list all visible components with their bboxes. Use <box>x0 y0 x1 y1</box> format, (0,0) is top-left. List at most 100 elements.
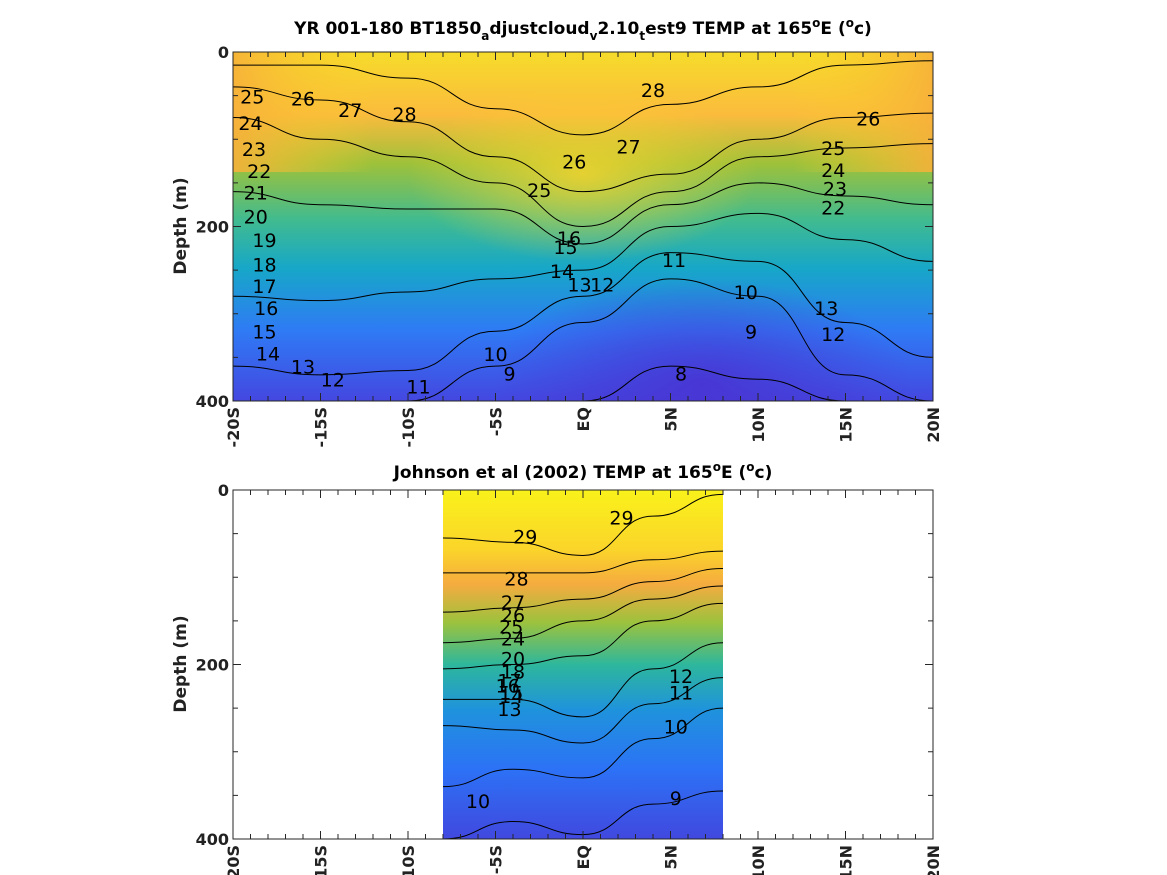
bottom-isotherm-29 <box>443 493 723 556</box>
top-y-tick-label: 200 <box>196 218 229 237</box>
bottom-x-tick-label: -20S <box>224 845 243 875</box>
bottom-contour-label: 16 <box>496 676 520 698</box>
top-contour-label: 23 <box>242 139 266 161</box>
top-contour-label: 10 <box>483 344 507 366</box>
bottom-isotherm-18 <box>443 602 723 670</box>
top-contour-label: 14 <box>256 343 280 365</box>
top-contour-label: 26 <box>291 88 315 110</box>
bottom-contour-label: 29 <box>609 507 633 529</box>
bottom-y-tick-label: 0 <box>218 481 229 500</box>
top-contour-label: 22 <box>821 198 845 220</box>
bottom-isotherm-22 <box>443 585 723 644</box>
top-contour-label: 23 <box>823 178 847 200</box>
top-y-tick-label: 0 <box>218 43 229 62</box>
top-contour-label: 27 <box>338 100 362 122</box>
top-contour-label: 24 <box>821 160 845 182</box>
bottom-x-tick-label: -5S <box>487 845 506 874</box>
bottom-contour-label: 24 <box>501 629 525 651</box>
top-contour-label: 28 <box>641 80 665 102</box>
top-isotherm-12 <box>233 252 933 376</box>
bottom-contour-label: 15 <box>499 683 523 705</box>
top-contour-label: 27 <box>616 136 640 158</box>
bottom-temperature-field <box>443 490 723 839</box>
top-contour-label: 13 <box>814 298 838 320</box>
bottom-x-tick-label: 20N <box>924 845 943 875</box>
top-contour-label: 20 <box>244 206 268 228</box>
bottom-contour-label: 20 <box>501 649 525 671</box>
top-y-axis: 0 200 400 <box>196 43 933 411</box>
top-x-tick-label: 20N <box>924 407 943 443</box>
top-contour-label: 8 <box>675 363 687 385</box>
top-contour-label: 12 <box>821 324 845 346</box>
top-y-tick-label: 400 <box>196 392 229 411</box>
bottom-contour-label: 17 <box>497 670 521 692</box>
bottom-x-tick-label: -10S <box>399 845 418 875</box>
top-contour-label: 11 <box>406 376 430 398</box>
bottom-x-tick-label: 10N <box>749 845 768 875</box>
bottom-isotherm-28 <box>443 550 723 574</box>
bottom-contour-label: 26 <box>501 605 525 627</box>
top-contour-label: 22 <box>247 161 271 183</box>
bottom-isotherm-10 <box>443 707 723 788</box>
top-contour-label: 16 <box>254 298 278 320</box>
top-contour-label: 28 <box>392 104 416 126</box>
bottom-isotherm-26 <box>443 568 723 613</box>
top-contour-label: 26 <box>856 109 880 131</box>
bottom-y-tick-label: 200 <box>196 656 229 675</box>
top-x-tick-label: 10N <box>749 407 768 443</box>
bottom-isotherm-12 <box>443 677 723 744</box>
bottom-contour-label: 27 <box>501 592 525 614</box>
top-contour-label: 18 <box>252 254 276 276</box>
bottom-contour-label: 29 <box>513 526 537 548</box>
top-temperature-field <box>233 52 933 401</box>
bottom-contour-label: 14 <box>499 686 523 708</box>
top-x-tick-label: -20S <box>224 407 243 447</box>
top-contour-label: 10 <box>734 282 758 304</box>
top-isotherm-26 <box>233 86 933 193</box>
top-contour-label: 19 <box>252 230 276 252</box>
top-contour-label: 21 <box>244 183 268 205</box>
bottom-title: Johnson et al (2002) TEMP at 165oE (oc) <box>393 460 773 483</box>
top-contour-label: 24 <box>238 113 262 135</box>
top-contour-label: 25 <box>240 87 264 109</box>
top-contour-label: 13 <box>291 356 315 378</box>
top-contour-label: 14 <box>550 261 574 283</box>
top-contour-label: 9 <box>503 363 515 385</box>
top-contour-label: 25 <box>527 180 551 202</box>
top-contour-label: 15 <box>252 321 276 343</box>
top-x-tick-label: -15S <box>312 407 331 447</box>
top-isotherm-24 <box>233 116 933 228</box>
bottom-x-axis: -20S -15S -10S -5S EQ 5N 10N 15N 20N <box>224 490 943 875</box>
top-contour-label: 15 <box>553 237 577 259</box>
top-x-tick-label: 15N <box>837 407 856 443</box>
bottom-y-axis: 0 200 400 <box>196 481 933 849</box>
top-contour-label: 13 <box>567 274 591 296</box>
top-y-axis-label: Depth (m) <box>171 177 191 274</box>
bottom-x-tick-label: 15N <box>837 845 856 875</box>
bottom-y-tick-label: 400 <box>196 830 229 849</box>
top-isotherm-16 <box>233 212 933 302</box>
bottom-x-tick-label: 5N <box>662 845 681 870</box>
top-x-axis: -20S -15S -10S -5S EQ 5N 10N 15N 20N <box>224 52 943 447</box>
bottom-panel: Johnson et al (2002) TEMP at 165oE (oc) … <box>171 460 943 875</box>
bottom-contour-label: 13 <box>497 699 521 721</box>
bottom-contour-label: 9 <box>670 788 682 810</box>
bottom-contour-label: 10 <box>466 791 490 813</box>
top-contour-lines <box>233 60 933 401</box>
top-contour-label: 16 <box>557 228 581 250</box>
top-x-tick-label: -10S <box>399 407 418 447</box>
bottom-contour-label: 28 <box>504 568 528 590</box>
bottom-y-axis-label: Depth (m) <box>171 615 191 712</box>
top-isotherm-28 <box>233 60 933 136</box>
top-contour-label: 9 <box>745 321 757 343</box>
top-x-tick-label: 5N <box>662 407 681 432</box>
top-contour-label: 12 <box>590 274 614 296</box>
top-contour-label: 12 <box>321 369 345 391</box>
top-isotherm-20 <box>233 182 933 245</box>
top-contour-label: 17 <box>252 276 276 298</box>
top-x-tick-label: -5S <box>487 407 506 436</box>
bottom-contour-label: 10 <box>664 717 688 739</box>
